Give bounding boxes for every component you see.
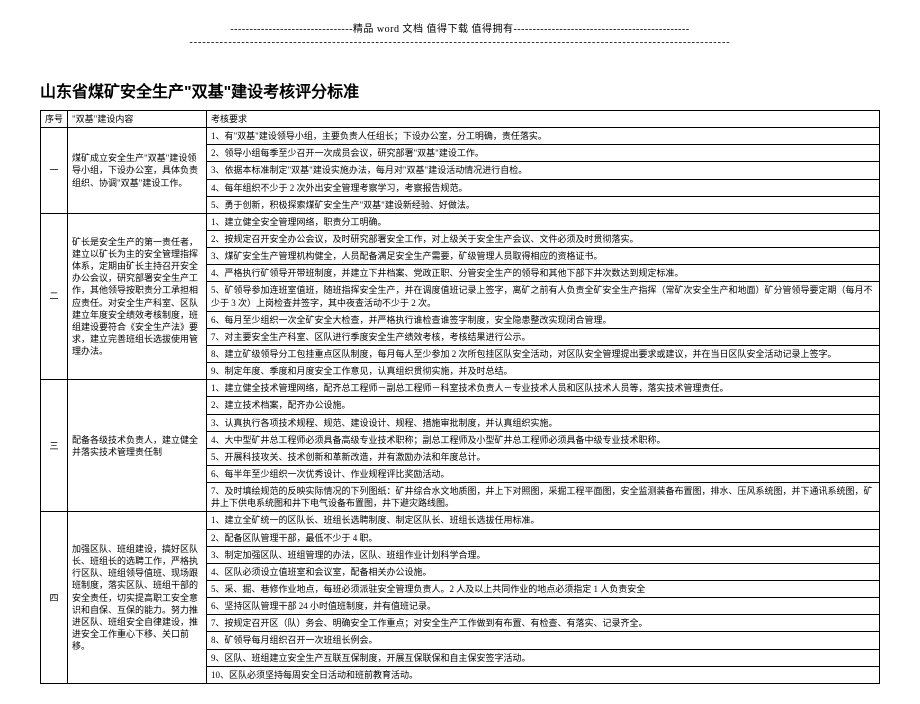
requirement-cell: 7、对主要安全生产科室、区队进行季度安全生产绩效考核，考核结果进行公示。 [207,328,880,345]
row-seq: 四 [41,512,68,683]
header-dashline: ----------------------------------------… [40,37,880,48]
row-content: 矿长是安全生产的第一责任者，建立以矿长为主的安全管理指挥体系，定期由矿长主持召开… [68,213,207,379]
row-content: 煤矿成立安全生产"双基"建设领导小组，下设办公室，具体负责组织、协调"双基"建设… [68,128,207,214]
requirement-cell: 3、认真执行各项技术规程、规范、建设设计、规程、措施审批制度，并认真组织实施。 [207,414,880,431]
requirement-cell: 2、按规定召开安全办公会议，及时研究部署安全工作，对上级关于安全生产会议、文件必… [207,230,880,247]
requirement-cell: 8、矿领导每月组织召开一次班组长例会。 [207,632,880,649]
requirement-cell: 8、建立矿级领导分工包挂重点区队制度，每月每人至少参加 2 次所包挂区队安全活动… [207,345,880,362]
requirement-cell: 7、按规定召开区（队）务会、明确安全工作重点；对安全生产工作做到有布置、有检查、… [207,615,880,632]
requirement-cell: 5、采、掘、巷修作业地点，每班必须派驻安全管理负责人。2 人及以上共同作业的地点… [207,580,880,597]
requirement-cell: 6、每月至少组织一次全矿安全大检查，并严格执行谁检查谁签字制度，安全隐患整改实现… [207,311,880,328]
assessment-table: 序号"双基"建设内容考核要求一煤矿成立安全生产"双基"建设领导小组，下设办公室，… [40,110,880,684]
requirement-cell: 9、区队、班组建立安全生产互联互保制度，开展互保联保和自主保安签字活动。 [207,649,880,666]
row-content: 加强区队、班组建设，搞好区队长、班组长的选聘工作，严格执行区队、班组领导值班、现… [68,512,207,683]
requirement-cell: 4、大中型矿井总工程师必须具备高级专业技术职称；副总工程师及小型矿井总工程师必须… [207,431,880,448]
requirement-cell: 5、勇于创新，积极探索煤矿安全生产"双基"建设新经验、好做法。 [207,196,880,213]
requirement-cell: 7、及时填绘规范的反映实际情况的下列图纸：矿井综合水文地质图，井上下对照图，采掘… [207,483,880,512]
row-seq: 二 [41,213,68,379]
col-header-req: 考核要求 [207,111,880,128]
requirement-cell: 2、配备区队管理干部，最低不少于 4 职。 [207,529,880,546]
requirement-cell: 6、每半年至少组织一次优秀设计、作业规程评比奖励活动。 [207,465,880,482]
requirement-cell: 2、领导小组每季至少召开一次成员会议，研究部署"双基"建设工作。 [207,145,880,162]
requirement-cell: 6、坚持区队管理干部 24 小时值班制度，并有值班记录。 [207,598,880,615]
requirement-cell: 10、区队必须坚持每周安全日活动和班前教育活动。 [207,666,880,683]
requirement-cell: 4、区队必须设立值班室和会议室，配备相关办公设施。 [207,563,880,580]
header-topline: --------------------------------精品 word … [40,20,880,35]
requirement-cell: 4、严格执行矿领导开带班制度，并建立下井档案、党政正职、分管安全生产的领导和其他… [207,265,880,282]
requirement-cell: 5、矿领导参加连班室值班，随班指挥安全生产，并在调度值班记录上签字，离矿之前有人… [207,282,880,311]
requirement-cell: 1、建立健全技术管理网络，配齐总工程师－副总工程师－科室技术负责人－专业技术人员… [207,380,880,397]
page-title: 山东省煤矿安全生产"双基"建设考核评分标准 [40,78,880,102]
requirement-cell: 4、每年组织不少于 2 次外出安全管理考察学习，考察报告规范。 [207,179,880,196]
requirement-cell: 1、建立全矿统一的区队长、班组长选聘制度、制定区队长、班组长选拔任用标准。 [207,512,880,529]
requirement-cell: 3、制定加强区队、班组管理的办法，区队、班组作业计划科学合理。 [207,546,880,563]
requirement-cell: 9、制定年度、季度和月度安全工作意见，认真组织贯彻实施，并及时总结。 [207,363,880,380]
col-header-seq: 序号 [41,111,68,128]
requirement-cell: 1、建立健全安全管理网络，职责分工明确。 [207,213,880,230]
col-header-content: "双基"建设内容 [68,111,207,128]
requirement-cell: 3、依据本标准制定"双基"建设实施办法，每月对"双基"建设活动情况进行自检。 [207,162,880,179]
row-content: 配备各级技术负责人，建立健全并落实技术管理责任制 [68,380,207,512]
requirement-cell: 1、有"双基"建设领导小组，主要负责人任组长；下设办公室，分工明确，责任落实。 [207,128,880,145]
requirement-cell: 5、开展科技攻关、技术创新和革新改造，并有激励办法和年度总计。 [207,448,880,465]
row-seq: 三 [41,380,68,512]
requirement-cell: 2、建立技术档案，配齐办公设施。 [207,397,880,414]
requirement-cell: 3、煤矿安全生产管理机构健全，人员配备满足安全生产需要，矿级管理人员取得相应的资… [207,248,880,265]
row-seq: 一 [41,128,68,214]
